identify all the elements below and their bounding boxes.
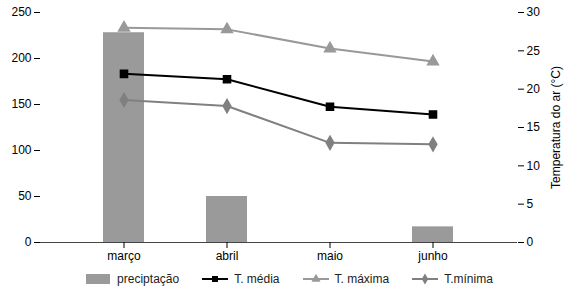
svg-text:50: 50 xyxy=(18,189,32,203)
svg-text:maio: maio xyxy=(317,249,343,263)
svg-text:5: 5 xyxy=(527,197,534,211)
html-text:T. máxima: T. máxima xyxy=(334,272,390,286)
svg-text:0: 0 xyxy=(25,235,32,249)
svg-text:março: março xyxy=(107,249,141,263)
svg-text:30: 30 xyxy=(527,5,541,19)
svg-text:25: 25 xyxy=(527,44,541,58)
svg-text:0: 0 xyxy=(527,235,534,249)
svg-text:Temperatura do ar (°C): Temperatura do ar (°C) xyxy=(549,66,563,189)
svg-text:15: 15 xyxy=(527,120,541,134)
svg-text:150: 150 xyxy=(11,97,31,111)
svg-text:100: 100 xyxy=(11,143,31,157)
svg-text:200: 200 xyxy=(11,51,31,65)
svg-text:10: 10 xyxy=(527,159,541,173)
svg-text:20: 20 xyxy=(527,82,541,96)
svg-text:junho: junho xyxy=(417,249,448,263)
html-text:preciptação: preciptação xyxy=(117,272,180,286)
svg-text:abril: abril xyxy=(216,249,239,263)
html-text:T.mínima: T.mínima xyxy=(444,272,493,286)
svg-text:250: 250 xyxy=(11,5,31,19)
html-text:T. média: T. média xyxy=(234,272,280,286)
